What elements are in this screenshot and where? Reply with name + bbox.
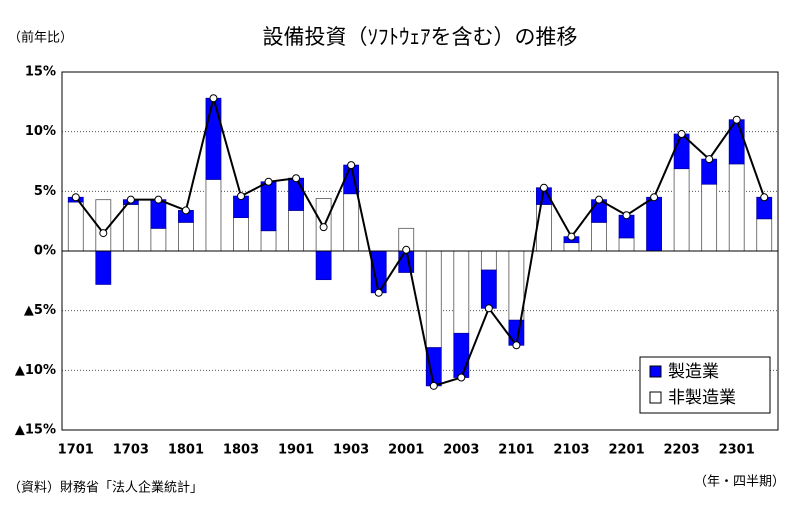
legend-label: 非製造業 (668, 388, 736, 408)
x-tick-label: 2203 (664, 443, 700, 458)
x-tick-label: 1801 (168, 443, 204, 458)
total-point (457, 373, 466, 382)
x-tick-label: 2001 (388, 443, 424, 458)
bar-segment (425, 347, 442, 387)
y-tick-label: ▲5% (24, 303, 56, 318)
bar-segment (343, 193, 360, 252)
bar-segment (288, 177, 304, 211)
bar-segment (480, 250, 497, 271)
bar-segment (260, 181, 277, 232)
y-axis-label: （前年比） (8, 30, 73, 46)
bar-segment (425, 250, 442, 349)
bar-segment (233, 217, 249, 252)
y-tick-label: ▲15% (15, 423, 56, 438)
total-point (209, 94, 218, 103)
bar-segment (150, 199, 167, 229)
x-tick-label: 1703 (113, 443, 149, 458)
bar-segment (205, 178, 222, 252)
x-tick-label: 2201 (608, 443, 644, 458)
total-point (264, 177, 273, 186)
x-tick-label: 1803 (223, 443, 259, 458)
total-point (484, 304, 493, 313)
bar-segment (646, 196, 662, 252)
bar-segment (728, 163, 745, 252)
bar-segment (480, 269, 497, 309)
bar-segment (315, 250, 332, 281)
legend-box (639, 356, 771, 414)
bar-segment (178, 221, 194, 252)
chart-title: 設備投資（ｿﾌﾄｳｪｱを含む）の推移 (263, 25, 578, 49)
total-point (429, 381, 438, 390)
bar-segment (536, 204, 552, 252)
total-point (567, 232, 576, 241)
total-point (650, 193, 659, 202)
bar-segment (260, 230, 277, 252)
bar-segment (673, 168, 690, 252)
total-point (760, 193, 769, 202)
bar-segment (453, 250, 470, 334)
y-tick-label: 15% (25, 65, 56, 80)
total-point (71, 193, 80, 202)
bar-segment (701, 183, 718, 252)
total-point (374, 288, 383, 297)
total-point (402, 245, 411, 254)
bar-segment (67, 201, 84, 252)
total-point (292, 174, 301, 183)
bar-segment (756, 218, 773, 252)
bar-segment (205, 97, 222, 180)
total-point (181, 206, 190, 215)
bar-segment (591, 221, 607, 252)
y-tick-label: ▲10% (15, 363, 56, 378)
y-tick-label: 5% (34, 184, 56, 199)
total-point (595, 195, 603, 204)
x-tick-label: 2301 (719, 443, 755, 458)
bar-segment (95, 250, 112, 285)
total-point (99, 229, 108, 238)
total-point (237, 192, 245, 201)
total-point (154, 195, 163, 204)
total-point (512, 341, 521, 350)
x-tick-label: 2003 (443, 443, 479, 458)
total-point (732, 115, 741, 124)
legend-label: 製造業 (668, 362, 719, 382)
x-tick-label: 1903 (333, 443, 369, 458)
y-tick-label: 0% (34, 244, 56, 259)
total-point (705, 155, 714, 164)
total-point (319, 223, 328, 232)
legend-swatch (649, 365, 662, 378)
bar-segment (150, 227, 167, 252)
total-point (622, 211, 631, 220)
x-tick-label: 2103 (553, 443, 589, 458)
bar-segment (288, 210, 304, 252)
legend-swatch (649, 391, 662, 404)
x-tick-label: 1901 (278, 443, 314, 458)
y-tick-label: 10% (25, 124, 56, 139)
source-note: （資料）財務省「法人企業統計」 (8, 480, 203, 496)
total-point (347, 161, 356, 170)
x-axis-label: （年・四半期） (694, 475, 785, 490)
bar-segment (618, 237, 635, 252)
total-point (677, 130, 686, 139)
x-tick-label: 1701 (58, 443, 94, 458)
total-point (126, 195, 135, 204)
bar-segment (453, 332, 470, 378)
x-tick-label: 2101 (498, 443, 534, 458)
bar-segment (122, 204, 139, 252)
bar-segment (563, 242, 580, 252)
total-line (74, 94, 766, 388)
total-point (539, 183, 548, 192)
